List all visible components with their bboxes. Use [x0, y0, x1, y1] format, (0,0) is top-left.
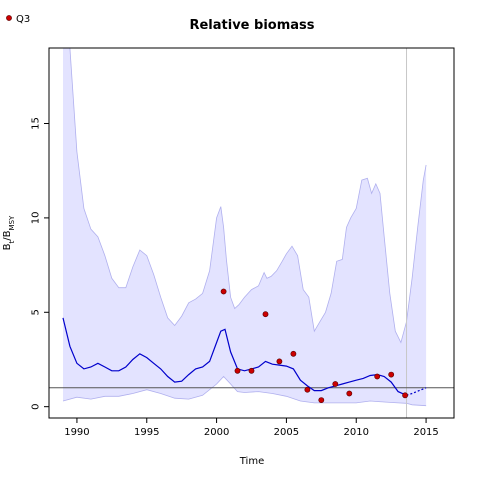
x-tick-label: 1995 — [134, 427, 159, 438]
q3-point-13 — [402, 392, 408, 399]
q3-point-2 — [234, 367, 241, 374]
q3-point-8 — [318, 397, 325, 403]
x-tick-label: 2010 — [344, 427, 369, 438]
plot-clip-group — [49, 48, 454, 418]
median-biomass-line — [62, 317, 407, 396]
legend: Q3 — [6, 14, 30, 25]
chart-title: Relative biomass — [189, 18, 314, 33]
projection-line — [406, 387, 427, 396]
q3-point-3 — [248, 367, 255, 374]
y-tick-label: 5 — [31, 309, 42, 315]
q3-point-12 — [388, 371, 395, 378]
y-tick-label: 10 — [31, 212, 42, 225]
q3-point-5 — [276, 358, 283, 365]
legend-label-q3: Q3 — [16, 14, 30, 25]
x-tick-label: 1990 — [64, 427, 89, 438]
q3-point-7 — [304, 386, 311, 393]
upper-ci-line — [63, 48, 427, 344]
x-tick-label: 2005 — [274, 427, 299, 438]
x-axis-label: Time — [239, 456, 264, 467]
x-tick-label: 2015 — [413, 427, 438, 438]
legend-marker-q3 — [6, 15, 12, 21]
y-label-sub-t: t — [8, 240, 16, 243]
y-tick-label: 0 — [31, 403, 42, 409]
y-label-sub-msy: MSY — [8, 215, 16, 230]
x-tick-label: 2000 — [204, 427, 229, 438]
plot-area — [49, 48, 454, 418]
q3-point-9 — [332, 381, 339, 387]
axes-ticks: 1990 1995 2000 2005 2010 2015 0 5 10 15 — [31, 117, 439, 438]
q3-point-1 — [220, 288, 227, 295]
y-label-sep: /B — [2, 230, 13, 240]
plot-frame — [48, 47, 455, 419]
y-axis-label: Bt/BMSY — [2, 215, 16, 250]
q3-point-6 — [290, 350, 297, 357]
y-label-main: B — [2, 243, 13, 250]
y-tick-label: 15 — [31, 117, 42, 130]
q3-point-10 — [346, 390, 353, 397]
confidence-band — [63, 48, 427, 406]
q3-point-11 — [374, 373, 381, 380]
lower-ci-line — [62, 375, 427, 407]
q3-point-4 — [262, 311, 269, 318]
